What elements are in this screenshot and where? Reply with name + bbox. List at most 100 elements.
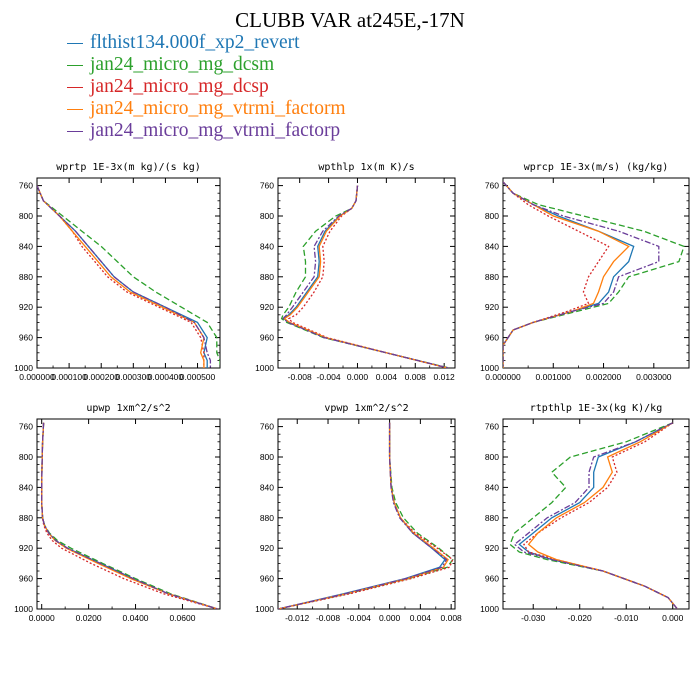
- x-tick-label: 0.000000: [19, 372, 55, 382]
- series-line: [503, 181, 660, 368]
- x-tick-label: 0.0600: [169, 613, 195, 623]
- y-tick-label: 1000: [14, 363, 33, 373]
- y-tick-label: 920: [260, 543, 274, 553]
- x-tick-label: 0.000: [662, 613, 684, 623]
- legend-swatch: [67, 64, 83, 66]
- x-tick-label: -0.008: [316, 613, 340, 623]
- legend-label: jan24_micro_mg_dcsm: [90, 54, 275, 75]
- x-tick-label: 0.000: [379, 613, 401, 623]
- series-line: [37, 185, 205, 368]
- panel: wprcp 1E-3x(m/s) (kg/kg) 760 800 840 880 920 9…: [480, 162, 690, 382]
- plot-frame: [277, 177, 456, 369]
- x-tick-label: 0.004: [376, 372, 398, 382]
- panel: wpthlp 1x(m K)/s 760 800 840 880 920 960 1000 -0…: [255, 162, 456, 382]
- legend-item: jan24_micro_mg_dcsm: [67, 54, 346, 76]
- series-line: [503, 181, 635, 368]
- series-line: [282, 185, 448, 368]
- plot-frame: [36, 177, 221, 369]
- y-tick-label: 880: [260, 272, 274, 282]
- x-tick-label: 0.000000: [485, 372, 521, 382]
- legend-item: jan24_micro_mg_vtrmi_factorm: [67, 98, 346, 120]
- series-line: [280, 185, 450, 368]
- series-line: [283, 185, 448, 368]
- y-tick-label: 760: [19, 181, 33, 191]
- x-tick-label: -0.004: [317, 372, 341, 382]
- legend-item: jan24_micro_mg_dcsp: [67, 76, 346, 98]
- legend-swatch: [67, 108, 83, 110]
- y-tick-label: 760: [19, 422, 33, 432]
- chart-title: CLUBB VAR at245E,-17N: [235, 8, 465, 32]
- y-tick-label: 840: [19, 241, 33, 251]
- y-tick-label: 920: [19, 543, 33, 553]
- x-tick-label: 0.000200: [83, 372, 119, 382]
- x-tick-label: 0.004: [410, 613, 432, 623]
- panel: rtpthlp 1E-3x(kg K)/kg 760 800 840 880 920 960…: [480, 403, 690, 623]
- panel-title: vpwp 1xm^2/s^2: [324, 403, 408, 414]
- series-line: [41, 422, 218, 609]
- y-tick-label: 880: [485, 272, 499, 282]
- y-tick-label: 920: [19, 302, 33, 312]
- x-tick-label: -0.012: [285, 613, 309, 623]
- legend-label: jan24_micro_mg_dcsp: [90, 76, 269, 97]
- series-line: [523, 422, 678, 609]
- y-tick-label: 840: [260, 482, 274, 492]
- series-line: [278, 422, 454, 609]
- x-tick-label: 0.002000: [586, 372, 622, 382]
- y-tick-label: 760: [485, 422, 499, 432]
- x-tick-label: 0.003000: [636, 372, 672, 382]
- x-tick-label: 0.0200: [76, 613, 102, 623]
- plot-frame: [502, 177, 690, 369]
- y-tick-label: 880: [485, 513, 499, 523]
- series-line: [503, 181, 610, 368]
- plot-frame: [502, 418, 690, 610]
- x-tick-label: 0.0400: [123, 613, 149, 623]
- legend-label: flthist134.000f_xp2_revert: [90, 32, 300, 53]
- y-tick-label: 800: [485, 211, 499, 221]
- series-line: [37, 185, 220, 368]
- y-tick-label: 1000: [480, 363, 499, 373]
- y-tick-label: 920: [260, 302, 274, 312]
- x-tick-label: -0.008: [288, 372, 312, 382]
- y-tick-label: 960: [260, 333, 274, 343]
- legend: flthist134.000f_xp2_revert jan24_micro_m…: [67, 32, 346, 142]
- plot-frame: [277, 418, 456, 610]
- series-line: [278, 422, 454, 609]
- series-line: [527, 422, 678, 609]
- y-tick-label: 800: [19, 211, 33, 221]
- series-line: [278, 422, 446, 609]
- y-tick-label: 800: [485, 452, 499, 462]
- y-tick-label: 840: [260, 241, 274, 251]
- x-tick-label: -0.004: [347, 613, 371, 623]
- x-tick-label: 0.012: [434, 372, 456, 382]
- y-tick-label: 920: [485, 302, 499, 312]
- panel-title: wprtp 1E-3x(m kg)/(s kg): [56, 162, 201, 173]
- legend-label: jan24_micro_mg_vtrmi_factorp: [90, 120, 341, 141]
- y-tick-label: 1000: [255, 604, 274, 614]
- y-tick-label: 760: [485, 181, 499, 191]
- x-tick-label: 0.008: [441, 613, 463, 623]
- legend-swatch: [67, 42, 83, 44]
- y-tick-label: 960: [485, 574, 499, 584]
- panel: upwp 1xm^2/s^2 760 800 840 880 920 960 10000.00…: [14, 403, 221, 623]
- y-tick-label: 800: [260, 211, 274, 221]
- series-line: [503, 181, 685, 368]
- legend-label: jan24_micro_mg_vtrmi_factorm: [90, 98, 346, 119]
- legend-item: flthist134.000f_xp2_revert: [67, 32, 346, 54]
- y-tick-label: 1000: [255, 363, 274, 373]
- y-tick-label: 840: [485, 241, 499, 251]
- series-line: [278, 422, 449, 609]
- y-tick-label: 960: [19, 333, 33, 343]
- series-line: [287, 185, 448, 368]
- x-tick-label: -0.020: [568, 613, 592, 623]
- panel: vpwp 1xm^2/s^2 760 800 840 880 920 960 1000 -0.0…: [255, 403, 462, 623]
- series-line: [41, 422, 218, 609]
- series-line: [41, 422, 218, 609]
- y-tick-label: 840: [485, 482, 499, 492]
- series-line: [513, 422, 678, 609]
- x-tick-label: 0.001000: [536, 372, 572, 382]
- x-tick-label: 0.000400: [148, 372, 184, 382]
- panel-title: wprcp 1E-3x(m/s) (kg/kg): [524, 162, 669, 173]
- y-tick-label: 960: [260, 574, 274, 584]
- y-tick-label: 840: [19, 482, 33, 492]
